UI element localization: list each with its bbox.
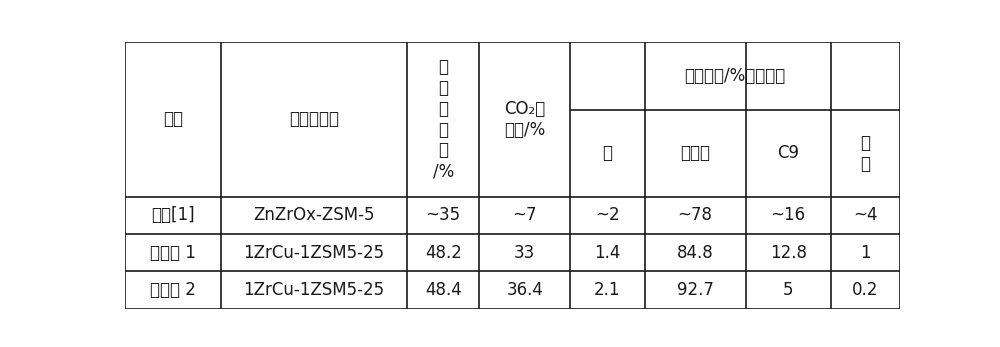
- Text: ZnZrOx-ZSM-5: ZnZrOx-ZSM-5: [253, 206, 375, 224]
- Text: 甲
苯
转
化
率
/%: 甲 苯 转 化 率 /%: [433, 58, 454, 180]
- Text: ~4: ~4: [853, 206, 878, 224]
- Text: 二甲苯: 二甲苯: [680, 144, 710, 162]
- Text: ~7: ~7: [512, 206, 537, 224]
- Text: C9: C9: [777, 144, 799, 162]
- Text: ~16: ~16: [771, 206, 806, 224]
- Text: 12.8: 12.8: [770, 244, 807, 262]
- Text: ~2: ~2: [595, 206, 620, 224]
- Text: 1ZrCu-1ZSM5-25: 1ZrCu-1ZSM5-25: [243, 281, 385, 299]
- Text: 其
他: 其 他: [860, 134, 870, 172]
- Text: 1ZrCu-1ZSM5-25: 1ZrCu-1ZSM5-25: [243, 244, 385, 262]
- Text: 84.8: 84.8: [677, 244, 713, 262]
- Text: 实施例 1: 实施例 1: [150, 244, 196, 262]
- Text: 48.2: 48.2: [425, 244, 462, 262]
- Text: 序号: 序号: [163, 110, 183, 128]
- Text: CO₂转
化率/%: CO₂转 化率/%: [504, 100, 545, 138]
- Text: 48.4: 48.4: [425, 281, 462, 299]
- Text: 33: 33: [514, 244, 535, 262]
- Text: ~35: ~35: [426, 206, 461, 224]
- Text: 1.4: 1.4: [594, 244, 620, 262]
- Text: 催化剥名称: 催化剥名称: [289, 110, 339, 128]
- Text: 产物分布/%（液相）: 产物分布/%（液相）: [684, 67, 786, 85]
- Text: 1: 1: [860, 244, 871, 262]
- Text: 苯: 苯: [602, 144, 612, 162]
- Text: 2.1: 2.1: [594, 281, 620, 299]
- Text: 92.7: 92.7: [677, 281, 714, 299]
- Text: 0.2: 0.2: [852, 281, 879, 299]
- Text: ~78: ~78: [678, 206, 713, 224]
- Text: 5: 5: [783, 281, 793, 299]
- Text: 实施例 2: 实施例 2: [150, 281, 196, 299]
- Text: 文献[1]: 文献[1]: [151, 206, 195, 224]
- Text: 36.4: 36.4: [506, 281, 543, 299]
